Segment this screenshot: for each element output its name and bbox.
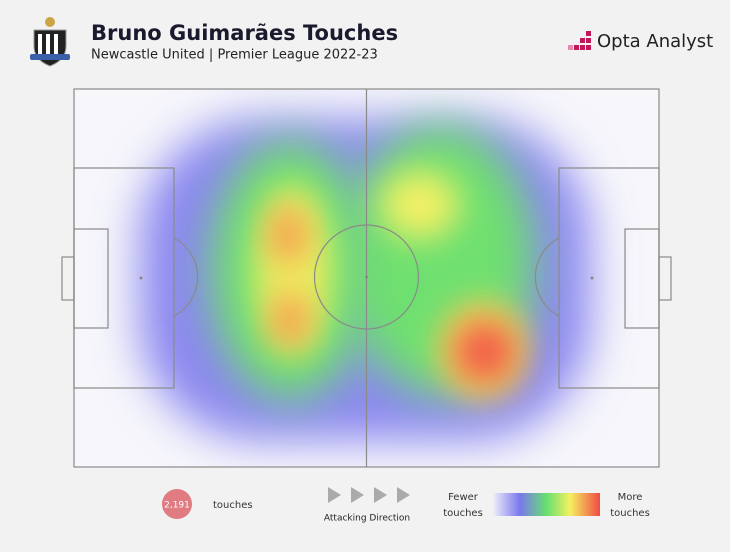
scale-low: Fewer [448,492,479,503]
subtitle: Newcastle United | Premier League 2022-2… [91,48,378,63]
title: Bruno Guimarães Touches [91,21,398,45]
touches-badge [162,489,192,519]
club-crest [30,17,70,67]
penalty-spot [139,276,143,280]
scale-low: touches [443,508,483,519]
brand-logo: Opta Analyst [568,31,713,52]
direction-arrows [328,487,410,503]
centre-spot [365,275,368,279]
scale-high: touches [610,508,650,519]
scale-high: More [618,492,643,503]
scale-bar [493,493,600,516]
heatmap [140,120,590,440]
penalty-spot [590,276,594,280]
touches-label: touches [213,500,253,511]
touches-count: 2,191 [164,501,190,511]
brand-name: Opta Analyst [597,31,713,52]
direction-label: Attacking Direction [324,514,410,524]
